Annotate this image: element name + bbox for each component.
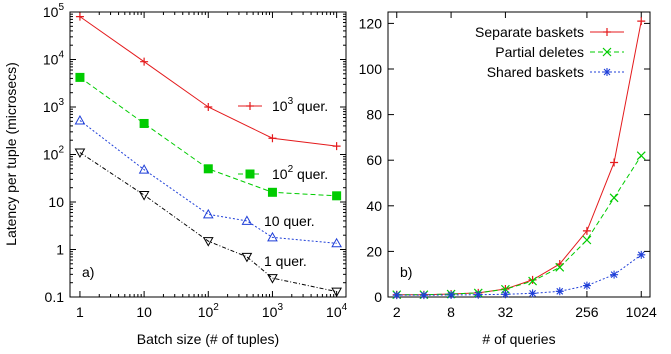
axis-ticks-b: 2 8 32 256 1024 0 20 40 60 80 100 120 — [359, 12, 657, 320]
data-point-a — [74, 148, 86, 159]
series-line-a — [79, 76, 337, 197]
data-point-a — [202, 208, 214, 219]
data-point-b — [610, 270, 619, 279]
data-point-a — [202, 237, 214, 247]
plot-frame-b — [387, 11, 651, 298]
legend-marker-a — [246, 102, 254, 110]
y-tick-label-b: 100 — [359, 61, 383, 77]
data-point-b — [474, 290, 483, 299]
series-label-a: 103 quer. — [272, 96, 328, 114]
data-point-a — [332, 142, 341, 151]
data-point-b — [610, 158, 619, 167]
x-tick-label-b: 256 — [575, 304, 599, 320]
data-point-a — [139, 118, 149, 128]
data-point-b — [528, 289, 537, 298]
data-point-a — [267, 274, 278, 284]
data-point-a — [331, 287, 342, 298]
series-line-a — [79, 152, 337, 293]
data-point-a — [138, 191, 150, 201]
series-label-a: 102 quer. — [272, 164, 328, 182]
y-tick-label-b: 60 — [366, 152, 382, 168]
legend-marker-a — [245, 169, 255, 179]
data-point-b — [419, 291, 428, 300]
data-point-a — [332, 191, 342, 201]
data-point-a — [241, 252, 253, 263]
data-point-b — [582, 226, 591, 235]
data-point-a — [75, 12, 84, 21]
y-tick-label-b: 0 — [374, 289, 382, 305]
y-axis-title-a: Latency per tuple (microsecs) — [3, 62, 19, 246]
x-tick-label-b: 1024 — [626, 304, 657, 320]
data-point-b — [392, 291, 401, 300]
y-tick-label-a: 102 — [43, 145, 65, 163]
series-line-a — [79, 16, 337, 147]
legend-entry-b: Partial deletes — [495, 44, 584, 60]
panel-b-latency-vs-queries: 2 8 32 256 1024 0 20 40 60 80 100 120 Separate bask… — [359, 11, 657, 347]
data-point-b — [528, 276, 538, 286]
data-point-a — [75, 72, 85, 82]
data-point-b — [637, 17, 646, 26]
series-label-a: 1 quer. — [264, 253, 307, 269]
legend-entry-b: Separate baskets — [475, 24, 584, 40]
x-tick-label-b: 32 — [498, 304, 514, 320]
panel-a-latency-vs-batch-size: 1 10 102 103 104 0.1 1 10 102 103 104 105 103 quer.… — [3, 2, 348, 347]
x-tick-label-a: 102 — [198, 302, 220, 320]
data-point-b — [447, 290, 456, 299]
data-point-a — [204, 103, 213, 111]
y-tick-label-a: 1 — [56, 242, 64, 258]
legend-entry-b: Shared baskets — [487, 64, 584, 80]
x-axis-title-b: # of queries — [482, 331, 555, 347]
legend-marker-b — [603, 28, 611, 36]
data-point-a — [74, 114, 86, 125]
data-point-b — [636, 151, 646, 161]
data-point-a — [140, 57, 149, 66]
x-tick-label-a: 1 — [76, 304, 84, 320]
data-point-a — [267, 231, 278, 242]
y-tick-label-a: 104 — [43, 50, 65, 68]
series-a — [74, 12, 342, 298]
series-line-b — [396, 21, 642, 296]
y-tick-label-b: 40 — [366, 198, 382, 214]
data-point-b — [582, 281, 591, 290]
series-b — [392, 17, 646, 300]
data-point-a — [241, 215, 253, 225]
series-labels-a: 103 quer. 102 quer. 10 quer. 1 quer. — [238, 96, 328, 269]
series-line-b — [396, 155, 642, 296]
y-tick-label-a: 10 — [48, 194, 64, 210]
y-tick-label-a: 0.1 — [45, 289, 65, 305]
data-point-a — [331, 237, 342, 248]
x-tick-label-b: 8 — [447, 304, 455, 320]
y-tick-label-a: 103 — [43, 97, 65, 115]
data-point-b — [582, 235, 592, 245]
data-point-b — [637, 250, 646, 259]
series-label-a: 10 quer. — [264, 213, 315, 229]
panel-label-b: b) — [400, 264, 412, 280]
data-point-b — [501, 290, 510, 299]
legend-b: Separate baskets Partial deletes Shared ba… — [475, 24, 624, 80]
data-point-a — [267, 187, 277, 197]
axis-ticks-a: 1 10 102 103 104 0.1 1 10 102 103 104 105 — [43, 2, 348, 320]
x-tick-label-a: 103 — [262, 302, 284, 320]
panel-label-a: a) — [82, 264, 94, 280]
y-tick-label-b: 80 — [366, 107, 382, 123]
x-tick-label-a: 10 — [136, 304, 152, 320]
series-line-b — [396, 254, 642, 296]
data-point-b — [609, 193, 619, 203]
y-tick-label-b: 20 — [366, 243, 382, 259]
data-point-a — [138, 164, 150, 174]
data-point-a — [268, 134, 277, 143]
data-point-b — [555, 262, 565, 272]
x-axis-title-a: Batch size (# of tuples) — [137, 331, 279, 347]
y-tick-label-a: 105 — [43, 2, 65, 20]
data-point-b — [555, 287, 564, 296]
data-point-a — [203, 164, 213, 174]
legend-marker-b — [603, 68, 611, 76]
legend-marker-b — [602, 47, 612, 57]
y-tick-label-b: 120 — [359, 15, 383, 31]
x-tick-label-a: 104 — [326, 302, 348, 320]
x-tick-label-b: 2 — [393, 304, 401, 320]
